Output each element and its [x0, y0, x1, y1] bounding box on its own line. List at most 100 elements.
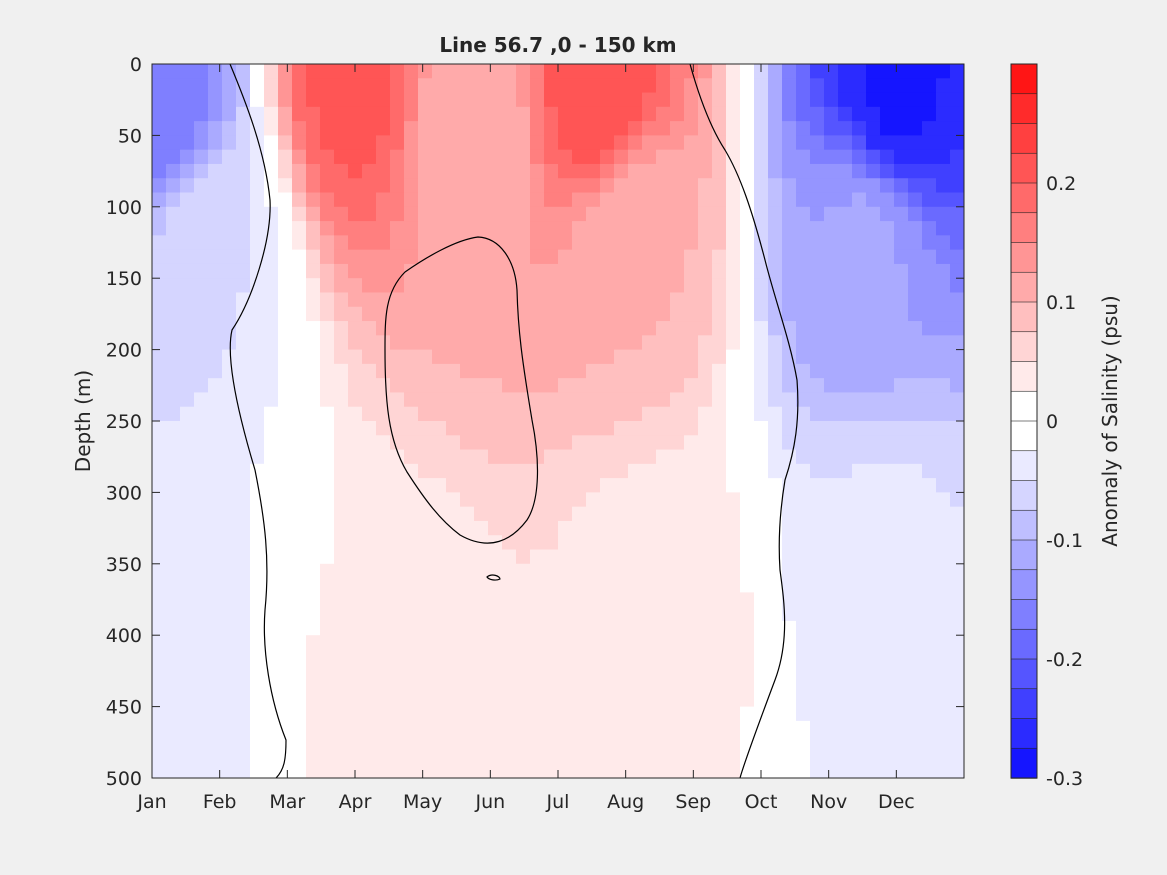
heatmap-cell — [460, 78, 475, 94]
heatmap-cell — [894, 620, 909, 636]
heatmap-cell — [236, 549, 251, 565]
heatmap-cell — [936, 363, 951, 379]
heatmap-cell — [418, 620, 433, 636]
heatmap-cell — [194, 478, 209, 493]
heatmap-cell — [880, 78, 895, 94]
heatmap-cell — [572, 435, 587, 451]
heatmap-cell — [810, 149, 825, 165]
heatmap-cell — [558, 206, 573, 222]
heatmap-cell — [460, 278, 475, 294]
heatmap-cell — [222, 392, 237, 408]
heatmap-cell — [222, 149, 237, 165]
heatmap-cell — [306, 235, 321, 251]
heatmap-cell — [152, 478, 167, 493]
heatmap-cell — [208, 449, 223, 465]
heatmap-cell — [908, 435, 923, 451]
heatmap-cell — [222, 78, 237, 94]
heatmap-cell — [824, 606, 839, 622]
heatmap-cell — [208, 506, 223, 522]
heatmap-cell — [460, 135, 475, 151]
heatmap-cell — [474, 378, 489, 394]
colorbar-tick-label: 0.2 — [1046, 173, 1076, 195]
colorbar-segment — [1010, 331, 1038, 363]
heatmap-cell — [656, 520, 671, 536]
heatmap-cell — [600, 563, 615, 579]
heatmap-cell — [474, 478, 489, 493]
heatmap-cell — [264, 478, 279, 493]
heatmap-cell — [670, 149, 685, 165]
heatmap-cell — [390, 735, 405, 751]
heatmap-cell — [726, 221, 741, 236]
heatmap-cell — [348, 563, 363, 579]
heatmap-cell — [180, 663, 195, 679]
heatmap-cell — [558, 549, 573, 565]
heatmap-cell — [852, 535, 867, 551]
heatmap-cell — [614, 692, 629, 708]
heatmap-cell — [320, 578, 335, 593]
heatmap-cell — [726, 606, 741, 622]
heatmap-cell — [278, 135, 293, 151]
heatmap-cell — [894, 249, 909, 265]
heatmap-cell — [222, 335, 237, 351]
heatmap-cell — [530, 321, 545, 336]
heatmap-cell — [460, 492, 475, 508]
heatmap-cell — [334, 520, 349, 536]
heatmap-cell — [250, 278, 265, 294]
heatmap-cell — [376, 135, 391, 151]
heatmap-cell — [936, 478, 951, 493]
heatmap-cell — [852, 335, 867, 351]
heatmap-cell — [628, 363, 643, 379]
heatmap-cell — [530, 106, 545, 122]
heatmap-cell — [502, 435, 517, 451]
heatmap-cell — [922, 321, 937, 336]
heatmap-cell — [712, 363, 727, 379]
heatmap-cell — [530, 249, 545, 265]
heatmap-cell — [824, 149, 839, 165]
heatmap-cell — [376, 506, 391, 522]
heatmap-cell — [614, 321, 629, 336]
heatmap-cell — [250, 749, 265, 765]
heatmap-cell — [292, 64, 307, 79]
heatmap-cell — [796, 121, 811, 136]
heatmap-cell — [194, 678, 209, 693]
heatmap-cell — [572, 663, 587, 679]
heatmap-cell — [586, 421, 601, 436]
heatmap-cell — [852, 163, 867, 179]
heatmap-cell — [768, 449, 783, 465]
heatmap-cell — [544, 406, 559, 422]
heatmap-cell — [264, 649, 279, 665]
heatmap-cell — [642, 706, 657, 722]
heatmap-cell — [698, 706, 713, 722]
heatmap-cell — [586, 763, 601, 778]
heatmap-cell — [166, 64, 181, 79]
heatmap-cell — [278, 349, 293, 365]
heatmap-cell — [628, 620, 643, 636]
heatmap-cell — [348, 463, 363, 479]
heatmap-cell — [768, 592, 783, 608]
heatmap-cell — [768, 92, 783, 108]
heatmap-cell — [306, 492, 321, 508]
heatmap-cell — [726, 449, 741, 465]
heatmap-cell — [614, 221, 629, 236]
heatmap-cell — [614, 392, 629, 408]
heatmap-cell — [866, 206, 881, 222]
heatmap-cell — [740, 678, 755, 693]
heatmap-cell — [348, 492, 363, 508]
heatmap-cell — [838, 221, 853, 236]
heatmap-cell — [376, 378, 391, 394]
heatmap-cell — [250, 392, 265, 408]
heatmap-cell — [922, 78, 937, 94]
heatmap-cell — [334, 92, 349, 108]
heatmap-cell — [950, 121, 964, 136]
heatmap-cell — [306, 292, 321, 308]
heatmap-cell — [726, 620, 741, 636]
heatmap-cell — [866, 92, 881, 108]
heatmap-cell — [432, 463, 447, 479]
heatmap-cell — [754, 492, 769, 508]
heatmap-cell — [936, 549, 951, 565]
heatmap-cell — [936, 135, 951, 151]
heatmap-cell — [796, 663, 811, 679]
heatmap-cell — [586, 321, 601, 336]
heatmap-cell — [852, 135, 867, 151]
heatmap-cell — [334, 449, 349, 465]
